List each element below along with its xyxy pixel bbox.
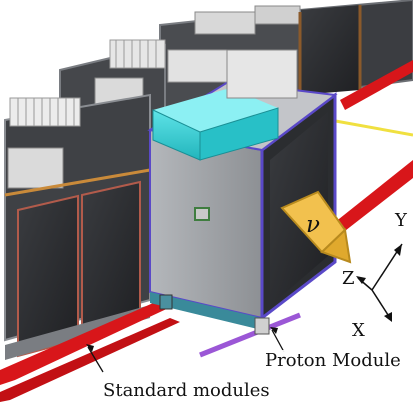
red-rails xyxy=(0,60,413,402)
standard-modules-arrowhead xyxy=(86,344,94,352)
standard-module-front-left xyxy=(4,93,151,360)
electronics-box xyxy=(254,5,301,25)
electronics-box xyxy=(194,11,256,35)
proton-module-top-box xyxy=(152,88,279,161)
fin-array xyxy=(109,39,166,69)
wheel xyxy=(254,317,270,335)
proton-module-label: Proton Module xyxy=(262,350,404,371)
electronics-box xyxy=(7,147,64,189)
x-axis-label: X xyxy=(352,320,365,341)
fin-array xyxy=(167,49,239,83)
proton-module-arrowhead xyxy=(270,327,278,334)
wheel xyxy=(159,294,173,310)
x-axis-arrowhead xyxy=(384,312,392,322)
beam-line xyxy=(329,118,413,137)
standard-modules-leader xyxy=(87,346,104,373)
beam-pipe xyxy=(199,312,301,358)
proton-module xyxy=(147,80,338,335)
y-axis-arrowhead xyxy=(394,244,402,256)
electronics-box xyxy=(226,49,298,99)
coordinate-axes xyxy=(356,243,403,322)
neutrino-symbol: ν xyxy=(306,212,320,238)
x-axis-arrow xyxy=(371,289,391,319)
standard-modules-label: Standard modules xyxy=(100,380,273,401)
z-axis-label: Z xyxy=(342,268,355,289)
z-axis-arrowhead xyxy=(356,276,366,284)
fin-array xyxy=(9,97,81,127)
y-axis-label: Y xyxy=(395,210,407,231)
proton-module-leader xyxy=(271,329,285,353)
connector-port xyxy=(194,207,210,221)
neutrino-beam-arrow xyxy=(280,190,352,264)
